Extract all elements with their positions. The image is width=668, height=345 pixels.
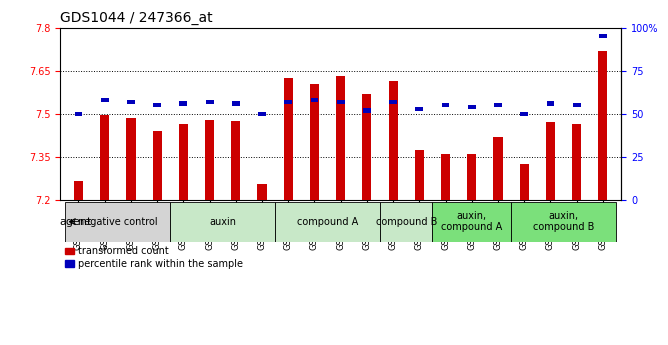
- Bar: [152, 131, 162, 200]
- Bar: [101, 98, 109, 102]
- Bar: [520, 112, 528, 116]
- Text: auxin,
compound A: auxin, compound A: [441, 211, 502, 233]
- Bar: [380, 202, 432, 242]
- Bar: [389, 100, 397, 104]
- Bar: [363, 108, 371, 112]
- Text: agent: agent: [59, 217, 92, 227]
- Bar: [467, 154, 476, 200]
- Bar: [468, 105, 476, 109]
- Bar: [153, 103, 161, 107]
- Bar: [74, 181, 83, 200]
- Bar: [258, 112, 266, 116]
- Bar: [284, 78, 293, 200]
- Bar: [442, 103, 450, 107]
- Bar: [310, 83, 319, 200]
- Bar: [599, 34, 607, 38]
- Bar: [494, 137, 502, 200]
- Text: GDS1044 / 247366_at: GDS1044 / 247366_at: [60, 11, 212, 25]
- Bar: [415, 107, 424, 111]
- Bar: [100, 115, 110, 200]
- Bar: [65, 202, 170, 242]
- Bar: [232, 101, 240, 106]
- Bar: [546, 101, 554, 106]
- Bar: [126, 118, 136, 200]
- Text: negative control: negative control: [78, 217, 158, 227]
- Bar: [432, 202, 511, 242]
- Bar: [179, 124, 188, 200]
- Bar: [389, 81, 397, 200]
- Bar: [441, 154, 450, 200]
- Bar: [311, 98, 319, 102]
- Bar: [205, 120, 214, 200]
- Bar: [599, 51, 607, 200]
- Bar: [572, 103, 580, 107]
- Bar: [336, 77, 345, 200]
- Bar: [127, 100, 135, 104]
- Text: compound A: compound A: [297, 217, 358, 227]
- Text: auxin: auxin: [209, 217, 236, 227]
- Bar: [75, 112, 82, 116]
- Bar: [180, 101, 187, 106]
- Bar: [546, 122, 555, 200]
- Legend: transformed count, percentile rank within the sample: transformed count, percentile rank withi…: [65, 246, 242, 269]
- Bar: [520, 164, 529, 200]
- Bar: [231, 121, 240, 200]
- Bar: [362, 94, 371, 200]
- Bar: [285, 100, 292, 104]
- Bar: [206, 100, 214, 104]
- Bar: [511, 202, 616, 242]
- Bar: [494, 103, 502, 107]
- Bar: [572, 124, 581, 200]
- Text: compound B: compound B: [375, 217, 437, 227]
- Bar: [415, 150, 424, 200]
- Text: auxin,
compound B: auxin, compound B: [533, 211, 595, 233]
- Bar: [170, 202, 275, 242]
- Bar: [275, 202, 380, 242]
- Bar: [337, 100, 345, 104]
- Bar: [257, 184, 267, 200]
